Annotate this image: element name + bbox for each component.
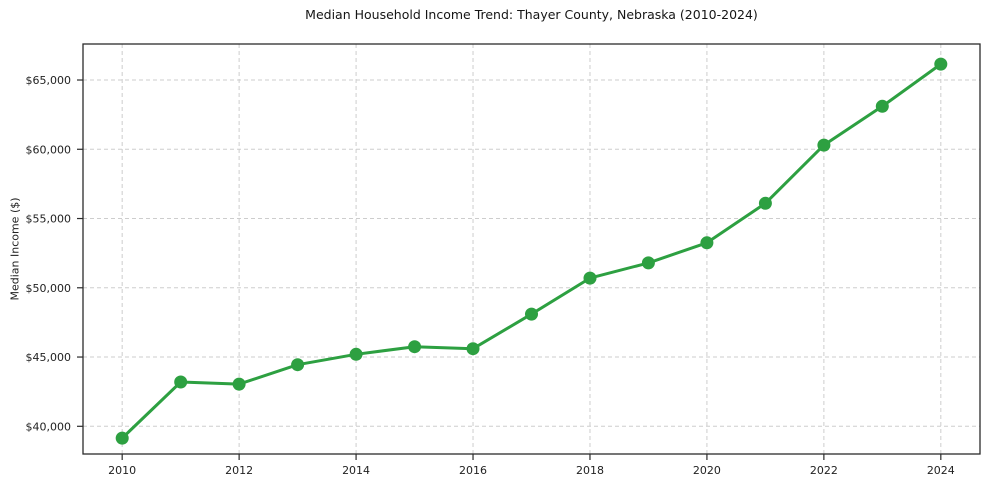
data-point-marker [115,431,129,445]
y-tick-label: $55,000 [26,213,72,226]
y-tick-label: $65,000 [26,74,72,87]
data-point-marker [232,377,246,391]
x-tick-label: 2012 [225,464,253,477]
data-point-marker [875,99,889,113]
data-point-marker [934,57,948,71]
data-point-marker [758,196,772,210]
data-point-marker [583,271,597,285]
plot-frame [82,43,981,455]
x-tick-label: 2016 [459,464,487,477]
y-tick-label: $50,000 [26,282,72,295]
data-point-marker [466,342,480,356]
x-tick-label: 2014 [342,464,370,477]
data-point-marker [817,138,831,152]
x-tick-label: 2024 [927,464,955,477]
data-point-marker [349,347,363,361]
data-point-marker [525,307,538,321]
y-axis-label: Median Income ($) [8,197,22,301]
x-tick-label: 2020 [693,464,721,477]
data-point-marker [291,358,305,372]
data-point-marker [700,236,714,250]
y-tick-label: $45,000 [26,351,72,364]
y-tick-label: $40,000 [26,420,72,433]
chart-title: Median Household Income Trend: Thayer Co… [305,7,758,22]
x-tick-label: 2018 [576,464,604,477]
data-point-marker [408,340,422,354]
data-point-marker [174,375,188,389]
x-tick-label: 2010 [108,464,136,477]
x-tick-label: 2022 [810,464,838,477]
data-point-marker [641,256,655,270]
y-tick-label: $60,000 [26,143,72,156]
